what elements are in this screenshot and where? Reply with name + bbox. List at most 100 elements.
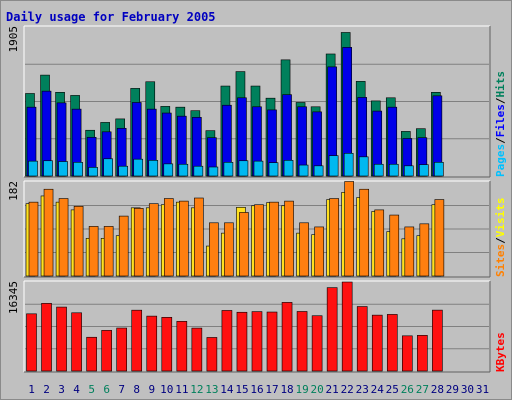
pages-bar [404,165,414,177]
pages-bar [178,163,189,177]
pages-bar [388,163,399,177]
sites-bar [103,226,114,277]
pages-bar [313,165,324,177]
kbytes-bar [432,309,443,372]
sites-bar [73,205,84,277]
x-tick-label: 30 [461,383,474,396]
kbytes-bar [386,314,398,372]
sites-bar [374,209,385,277]
sites-bar [133,208,144,277]
x-tick-label: 10 [160,383,173,396]
kbytes-bar [176,321,188,372]
chart-title: Daily usage for February 2005 [6,10,216,24]
legend-separator: / [494,237,507,244]
y-max-label: 182 [7,181,20,201]
sites-bar [314,226,324,277]
sites-bar [239,212,249,277]
kbytes-bar [402,335,413,372]
x-tick-label: 12 [190,383,203,396]
pages-bar [419,164,429,177]
kbytes-bar [281,302,293,372]
sites-bar [434,199,445,277]
x-tick-label: 2 [43,383,50,396]
x-tick-label: 11 [175,383,188,396]
right-legend: Sites/Visits [494,198,507,278]
kbytes-bar [326,287,338,372]
sites-bar [88,226,99,277]
x-tick-label: 17 [265,383,278,396]
pages-bar [434,162,444,177]
kbytes-bar [251,311,263,372]
sites-bar [28,201,39,277]
kbytes-bar [116,327,127,372]
kbytes-bar [41,303,52,372]
x-tick-label: 1 [28,383,35,396]
kbytes-bar [221,310,233,372]
sites-bar [344,181,354,277]
kbytes-bar [296,311,308,372]
kbytes-bar [206,337,218,372]
x-tick-label: 13 [205,383,218,396]
x-tick-label: 18 [280,383,293,396]
panels-layer: 1905Pages/Files/Hits182Sites/Visits16345… [7,25,507,373]
legend-visits: Visits [494,198,507,238]
pages-bar [43,160,53,177]
kbytes-panel: 16345 KBytes [7,280,507,373]
sites-bar [359,188,370,277]
y-max-label: 1905 [7,26,20,53]
x-tick-label: 20 [311,383,324,396]
y-max-label: 16345 [7,281,20,314]
legend-pages: Pages [494,144,507,177]
pages-bar [343,153,354,177]
sites-bar [118,215,129,277]
sites-bar [284,200,294,277]
kbytes-bar [191,327,203,372]
x-tick-label: 19 [295,383,308,396]
pages-bar [103,158,113,177]
x-tick-label: 3 [58,383,65,396]
x-tick-label: 26 [401,383,414,396]
sites-bar [43,188,54,277]
sites-bar [194,197,204,277]
sites-bar [404,226,415,277]
kbytes-bar [371,314,383,372]
pages-bar [358,156,369,177]
x-tick-label: 23 [356,383,369,396]
kbytes-bar [26,313,37,372]
kbytes-bar [56,306,67,372]
sites-bar [329,198,339,277]
x-tick-label: 8 [133,383,140,396]
pages-bar [373,163,384,177]
kbytes-bar [71,312,82,372]
sites-bar [419,223,430,277]
kbytes-bar [356,306,368,372]
pages-bar [163,163,174,177]
pages-bar [223,162,234,177]
sites-bar [389,214,400,277]
kbytes-bar [341,281,353,372]
pages-bar [208,166,219,177]
sites-bar [209,222,219,277]
x-tick-label: 21 [326,383,339,396]
kbytes-bar [236,311,248,372]
x-tick-label: 9 [148,383,155,396]
x-tick-label: 29 [446,383,459,396]
x-tick-label: 27 [416,383,429,396]
pages-bar [238,160,249,177]
legend-hits: Hits [494,71,507,98]
kbytes-bar [161,317,173,372]
legend-separator: / [494,137,507,144]
legend-separator: / [494,97,507,104]
pages-bar [253,160,264,177]
pages-bar [148,160,159,177]
x-tick-label: 31 [476,383,489,396]
x-tick-label: 22 [341,383,354,396]
x-tick-label: 28 [431,383,444,396]
right-legend: KBytes [494,332,507,372]
pages-bar [268,162,279,177]
sites-bar [163,198,174,277]
sites-bar [269,201,279,277]
sites-bar [148,203,159,277]
kbytes-bar [101,330,112,372]
